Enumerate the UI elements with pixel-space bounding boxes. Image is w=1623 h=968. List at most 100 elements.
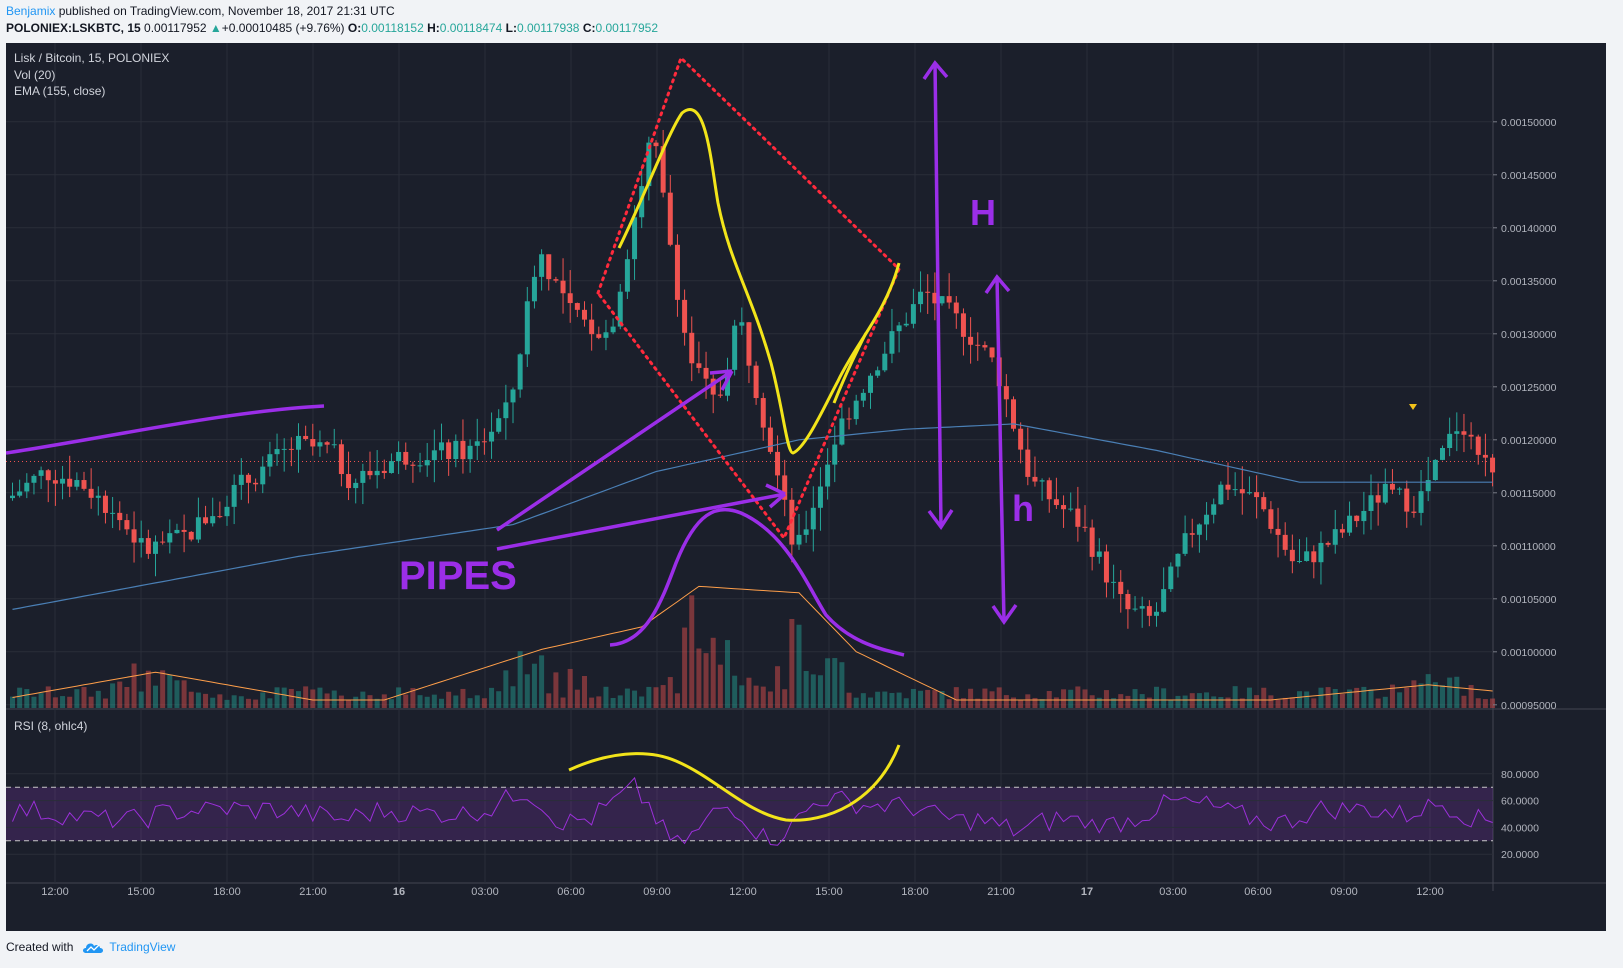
candle-body: [925, 291, 931, 293]
candle-body: [1089, 527, 1095, 557]
volume-bar: [1482, 699, 1488, 708]
candle-body: [682, 299, 688, 333]
volume-bar: [1239, 698, 1245, 708]
candle-body: [431, 450, 437, 461]
volume-bar: [267, 698, 273, 708]
candle-body: [95, 495, 101, 498]
candle-body: [260, 466, 266, 485]
candle-body: [560, 280, 566, 294]
volume-bar: [1025, 694, 1031, 708]
time-tick-label: 18:00: [901, 886, 929, 898]
volume-bar: [775, 666, 781, 708]
volume-bar: [1161, 688, 1167, 708]
time-tick-label: 17: [1081, 886, 1093, 898]
volume-bar: [131, 663, 137, 708]
candle-body: [102, 495, 108, 513]
candle-body: [574, 303, 580, 310]
volume-bar: [274, 687, 280, 708]
time-tick-label: 12:00: [1416, 886, 1444, 898]
volume-bar: [1332, 688, 1338, 708]
volume-bar: [489, 687, 495, 708]
volume-bar: [524, 674, 530, 708]
volume-bar: [968, 688, 974, 708]
chart-canvas[interactable]: 0.00095000 0.00100000 0.00105000 0.00110000…: [6, 43, 1606, 931]
candle-body: [817, 486, 823, 508]
candle-body: [1304, 551, 1310, 562]
volume-bar: [346, 699, 352, 708]
open-value: 0.00118152: [361, 21, 424, 35]
volume-bar: [1218, 697, 1224, 708]
price-tick-label: 0.00150000: [1501, 117, 1557, 129]
volume-bar: [896, 692, 902, 708]
volume-bar: [960, 698, 966, 708]
volume-bar: [767, 691, 773, 708]
candle-body: [1161, 589, 1167, 612]
time-tick-label: 21:00: [299, 886, 327, 898]
volume-bar: [574, 689, 580, 708]
alert-marker-icon: [1409, 404, 1417, 410]
volume-bar: [853, 697, 859, 708]
volume-bar: [910, 688, 916, 708]
volume-bar: [710, 637, 716, 708]
volume-bar: [481, 698, 487, 708]
volume-bar: [1461, 695, 1467, 708]
volume-bar: [560, 697, 566, 708]
candle-body: [446, 442, 452, 460]
volume-bar: [624, 688, 630, 708]
volume-bar: [1375, 698, 1381, 708]
rsi-tick-label: 20.0000: [1501, 849, 1539, 861]
candle-body: [396, 451, 402, 462]
candle-body: [88, 488, 94, 498]
volume-bar: [1261, 687, 1267, 708]
price-tick-label: 0.00140000: [1501, 223, 1557, 235]
candle-body: [1182, 533, 1188, 554]
volume-bar: [45, 686, 51, 708]
candle-body: [589, 319, 595, 335]
drawings: [6, 55, 1018, 822]
candle-body: [374, 470, 380, 476]
small-h-arrow: [995, 276, 1006, 622]
volume-bar: [224, 699, 230, 708]
candle-body: [982, 345, 988, 348]
volume-bar: [803, 670, 809, 708]
volume-bar: [796, 624, 802, 708]
candle-body: [224, 506, 230, 517]
volume-bar: [303, 686, 309, 708]
yellow-curve-price: [617, 108, 901, 455]
candle-body: [288, 448, 294, 450]
candle-body: [1468, 434, 1474, 437]
published-text: published on TradingView.com, November 1…: [55, 4, 395, 18]
volume-bar: [782, 689, 788, 708]
candle-body: [775, 451, 781, 476]
candle-body: [782, 475, 788, 500]
close-label: C:: [582, 21, 596, 35]
time-tick-label: 15:00: [815, 886, 843, 898]
candle-body: [460, 440, 466, 460]
candle-body: [67, 478, 73, 487]
volume-bar: [88, 696, 94, 708]
arrowhead-icon: [709, 369, 734, 391]
candle-body: [1490, 457, 1496, 473]
candle-body: [1218, 484, 1224, 505]
candle-body: [1318, 542, 1324, 563]
candle-body: [660, 146, 666, 193]
candle-body: [1361, 510, 1367, 522]
candle-body: [1440, 447, 1445, 460]
author-link[interactable]: Benjamix: [6, 4, 56, 18]
volume-bar: [1397, 692, 1403, 708]
candle-body: [839, 418, 845, 445]
candle-body: [889, 331, 895, 354]
candle-body: [453, 440, 459, 460]
volume-bar: [918, 690, 924, 708]
tradingview-brand[interactable]: TradingView: [81, 940, 175, 954]
candle-body: [989, 347, 995, 358]
candle-body: [1261, 497, 1267, 510]
candle-body: [10, 495, 15, 499]
volume-bar: [195, 692, 201, 708]
chart-frame[interactable]: 0.00095000 0.00100000 0.00105000 0.00110000…: [6, 43, 1606, 931]
volume-bar: [660, 685, 666, 708]
candle-body: [603, 332, 609, 338]
candlesticks: [10, 129, 1496, 629]
candle-body: [1382, 483, 1388, 503]
candle-body: [124, 520, 130, 530]
